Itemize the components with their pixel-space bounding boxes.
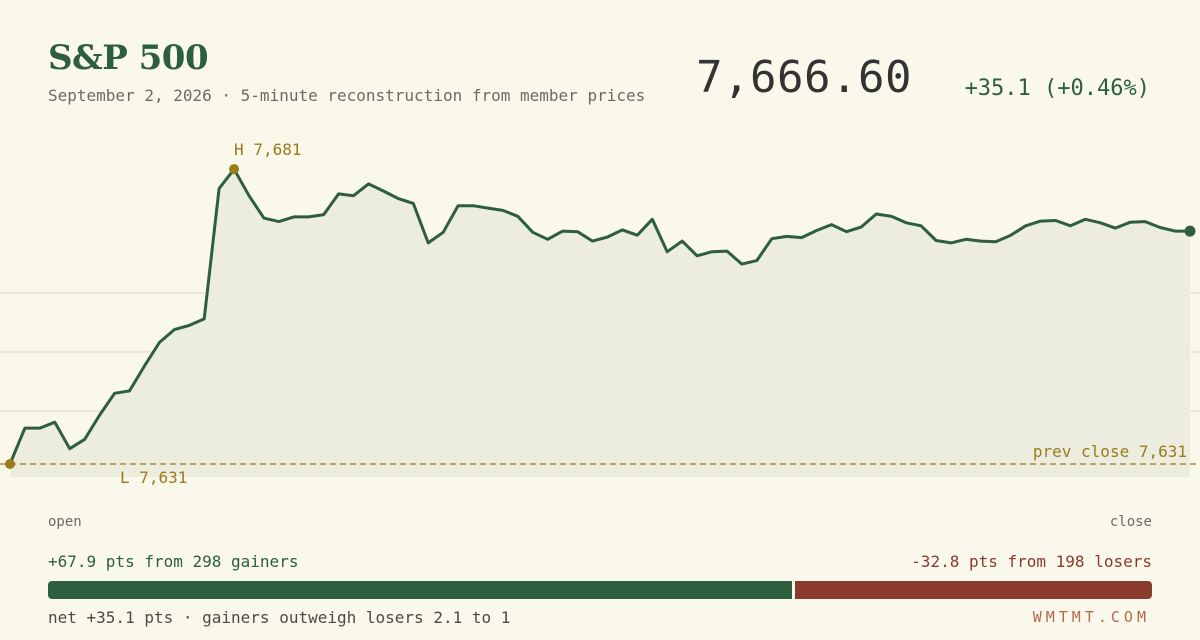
breadth-bar — [48, 581, 1152, 599]
high-label: H 7,681 — [234, 140, 301, 159]
x-axis-close-label: close — [1109, 514, 1152, 530]
index-change: +35.1 (+0.46%) — [964, 76, 1150, 101]
net-summary: net +35.1 pts · gainers outweigh losers … — [48, 608, 511, 627]
prev-close-label: prev close 7,631 — [1033, 442, 1187, 461]
index-price: 7,666.60 — [696, 52, 912, 103]
price-line — [8, 167, 1190, 465]
page-subtitle: September 2, 2026 · 5-minute reconstruct… — [48, 86, 646, 105]
bar-divider — [792, 581, 796, 599]
gainers-bar — [48, 581, 793, 599]
x-axis-open-label: open — [48, 514, 82, 530]
price-area — [10, 169, 1190, 477]
high-marker — [229, 164, 240, 175]
gainers-summary: +67.9 pts from 298 gainers — [48, 552, 299, 571]
low-label: L 7,631 — [120, 468, 187, 487]
last-price-marker — [1184, 225, 1196, 237]
losers-bar — [795, 581, 1152, 599]
low-marker — [5, 459, 15, 470]
page-title: S&P 500 — [48, 38, 209, 78]
losers-summary: -32.8 pts from 198 losers — [911, 552, 1152, 571]
brand-logo: WMTMT.COM — [1032, 608, 1150, 626]
price-chart: H 7,681 L 7,631 prev close 7,631 — [0, 140, 1200, 487]
